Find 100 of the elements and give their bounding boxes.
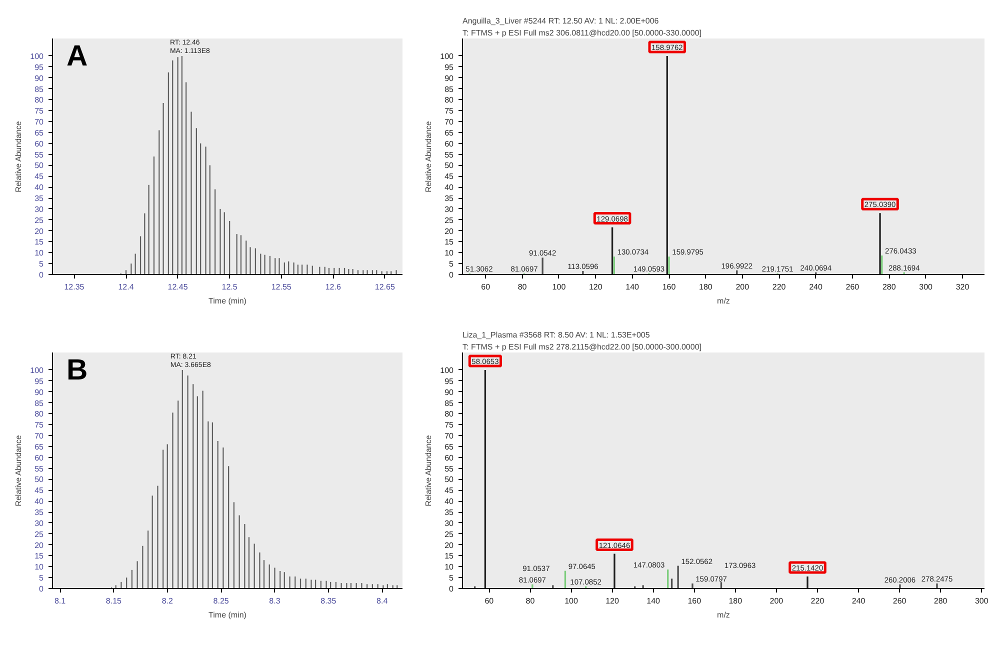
y-tick-label: 80 [444,96,454,105]
x-tick-label: 60 [481,282,491,292]
y-tick-label: 25 [444,530,454,539]
x-tick-label: 240 [809,282,823,292]
y-tick-label: 40 [444,183,454,192]
x-tick-label: 8.15 [106,596,122,606]
y-tick-label: 80 [444,410,454,419]
x-tick-label: 12.35 [64,282,85,292]
x-tick-label: 8.25 [213,596,230,606]
x-tick-label: 12.45 [168,282,188,292]
y-tick-label: 75 [444,106,454,116]
y-tick-label: 30 [444,518,454,528]
y-tick-label: 75 [34,420,44,430]
y-tick-label: 85 [34,398,44,408]
x-tick-label: 140 [626,282,640,292]
x-tick-label: 200 [736,282,750,292]
x-tick-label: 140 [646,596,661,606]
y-tick-label: 10 [34,248,44,258]
x-tick-label: 180 [699,282,713,292]
y-tick-label: 60 [34,139,44,148]
y-tick-label: 30 [34,204,44,214]
y-tick-label: 50 [34,161,44,170]
y-tick-label: 35 [444,194,454,204]
y-tick-label: 0 [449,270,454,280]
x-tick-label: 12.6 [325,282,342,292]
x-tick-label: 12.65 [374,282,396,292]
y-tick-label: 25 [444,216,454,225]
x-axis-title: m/z [717,296,730,306]
y-tick-label: 45 [444,172,454,182]
y-tick-label: 10 [444,562,454,572]
y-tick-label: 45 [444,486,454,496]
y-tick-label: 65 [34,442,44,452]
y-tick-label: 85 [444,398,454,408]
y-tick-label: 85 [34,84,44,94]
chart-title: B [66,354,88,386]
x-tick-label: 8.35 [320,596,337,606]
y-tick-label: 15 [444,552,454,561]
y-tick-label: 55 [34,464,44,474]
x-tick-label: 120 [588,282,603,292]
chart-title: Liza_1_Plasma #3568 RT: 8.50 AV: 1 NL: 1.53E+005 [462,330,650,340]
y-tick-label: 65 [34,128,44,138]
y-tick-label: 15 [444,238,454,247]
y-tick-label: 70 [34,432,44,441]
x-tick-label: 8.2 [162,596,174,606]
x-tick-label: 180 [728,596,743,606]
y-tick-label: 90 [444,388,454,397]
y-tick-label: 0 [39,584,44,594]
y-tick-label: 75 [444,420,454,430]
y-tick-label: 65 [444,128,454,138]
y-tick-label: 10 [34,562,44,572]
y-tick-label: 60 [444,453,454,462]
x-axis-title: Time (min) [208,610,247,620]
y-tick-label: 80 [34,96,44,105]
y-tick-label: 35 [444,508,454,518]
x-tick-label: 280 [882,282,896,292]
x-axis-title: m/z [717,610,730,620]
y-tick-label: 95 [34,62,44,72]
y-tick-label: 50 [444,475,454,484]
x-tick-label: 240 [852,596,866,606]
y-tick-label: 30 [34,518,44,528]
y-tick-label: 70 [444,432,454,441]
y-tick-label: 75 [34,106,44,116]
y-tick-label: 20 [34,226,44,236]
y-tick-label: 100 [440,366,454,375]
x-tick-label: 120 [606,596,620,606]
y-tick-label: 45 [34,172,44,182]
y-tick-label: 95 [34,376,44,386]
y-tick-label: 0 [449,584,454,594]
x-tick-label: 100 [552,282,566,292]
y-axis-title: Relative Abundance [424,434,434,506]
y-tick-label: 100 [30,52,44,61]
x-tick-label: 160 [662,282,676,292]
y-tick-label: 50 [444,161,454,170]
y-tick-label: 60 [444,139,454,148]
x-tick-label: 220 [810,596,825,606]
y-tick-label: 0 [39,270,44,280]
y-tick-label: 25 [34,530,44,539]
chart-subtitle: T: FTMS + p ESI Full ms2 278.2115@hcd22.00 [50.0000-300.0000] [462,342,702,352]
y-tick-label: 45 [34,486,44,496]
y-tick-label: 55 [444,464,454,474]
y-tick-label: 5 [39,574,44,583]
x-tick-label: 12.5 [222,282,238,292]
y-tick-label: 95 [444,62,454,72]
y-tick-label: 15 [34,552,44,561]
y-tick-label: 10 [444,248,454,258]
y-tick-label: 5 [449,574,454,583]
x-tick-label: 220 [772,282,786,292]
y-tick-label: 65 [444,442,454,452]
y-tick-label: 80 [34,410,44,419]
y-tick-label: 90 [444,74,454,83]
chart-subtitle: T: FTMS + p ESI Full ms2 306.0811@hcd20.00 [50.0000-330.0000] [462,28,702,38]
y-tick-label: 40 [34,497,44,506]
x-axis-title: Time (min) [208,296,247,306]
y-tick-label: 30 [444,204,454,214]
y-tick-label: 100 [440,52,454,61]
y-tick-label: 70 [34,118,44,127]
y-tick-label: 85 [444,84,454,94]
x-tick-label: 260 [892,596,907,606]
y-tick-label: 55 [444,150,454,160]
x-tick-label: 320 [956,282,970,292]
